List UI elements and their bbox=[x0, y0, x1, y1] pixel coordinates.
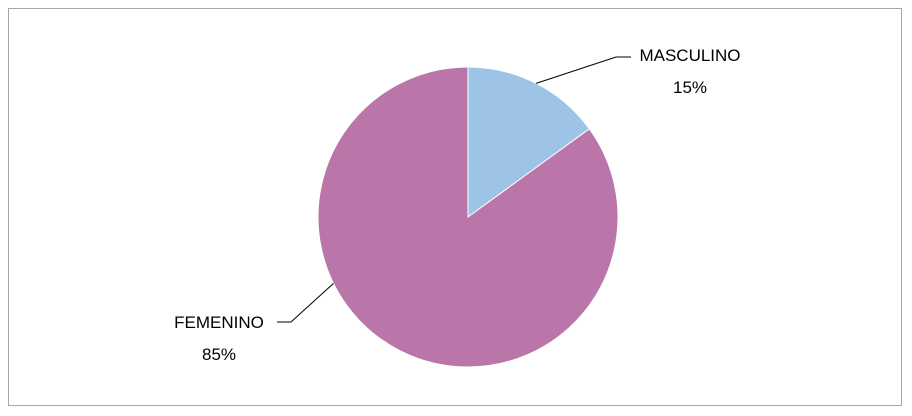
pie-chart: MASCULINO 15% FEMENINO 85% bbox=[174, 46, 741, 368]
data-label-masculino-value: 15% bbox=[673, 78, 707, 97]
leader-line-masculino bbox=[535, 56, 631, 84]
pie-slice-femenino bbox=[317, 66, 619, 368]
leader-line-femenino bbox=[277, 283, 334, 323]
chart-area: MASCULINO 15% FEMENINO 85% bbox=[8, 8, 902, 406]
data-label-femenino-value: 85% bbox=[202, 345, 236, 364]
leader-lines bbox=[277, 56, 631, 323]
data-label-masculino-name: MASCULINO bbox=[639, 46, 740, 65]
data-labels: MASCULINO 15% FEMENINO 85% bbox=[174, 46, 740, 364]
data-label-femenino-name: FEMENINO bbox=[174, 313, 264, 332]
pie-slices bbox=[317, 66, 619, 368]
